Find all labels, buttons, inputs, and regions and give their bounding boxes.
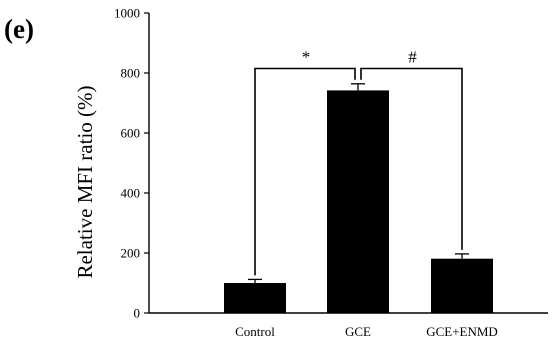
y-axis-label: Relative MFI ratio (%) — [73, 85, 97, 278]
y-tick-label: 600 — [121, 126, 141, 141]
x-tick-label: Control — [235, 324, 275, 339]
y-tick-label: 400 — [121, 186, 141, 201]
bar-gce-enmd — [431, 258, 493, 313]
significance-annotations: * # — [254, 48, 463, 276]
significance-symbol: # — [408, 48, 417, 67]
x-tick-label: GCE+ENMD — [426, 324, 498, 339]
error-bars — [248, 83, 469, 283]
x-tick-label: GCE — [345, 324, 371, 339]
significance-bracket — [254, 67, 356, 276]
significance-symbol: * — [302, 48, 311, 67]
panel-label: (e) — [4, 14, 34, 44]
y-tick-label: 1000 — [114, 6, 140, 21]
y-tick-label: 200 — [121, 246, 141, 261]
y-tick-label: 800 — [121, 66, 141, 81]
bars — [224, 90, 493, 314]
significance-bracket — [360, 67, 463, 250]
y-tick-label: 0 — [134, 306, 141, 321]
bar-control — [224, 283, 286, 313]
axes: 0 200 400 600 800 1000 Control GCE GCE+ENMD — [114, 6, 548, 339]
bar-gce — [327, 90, 389, 314]
